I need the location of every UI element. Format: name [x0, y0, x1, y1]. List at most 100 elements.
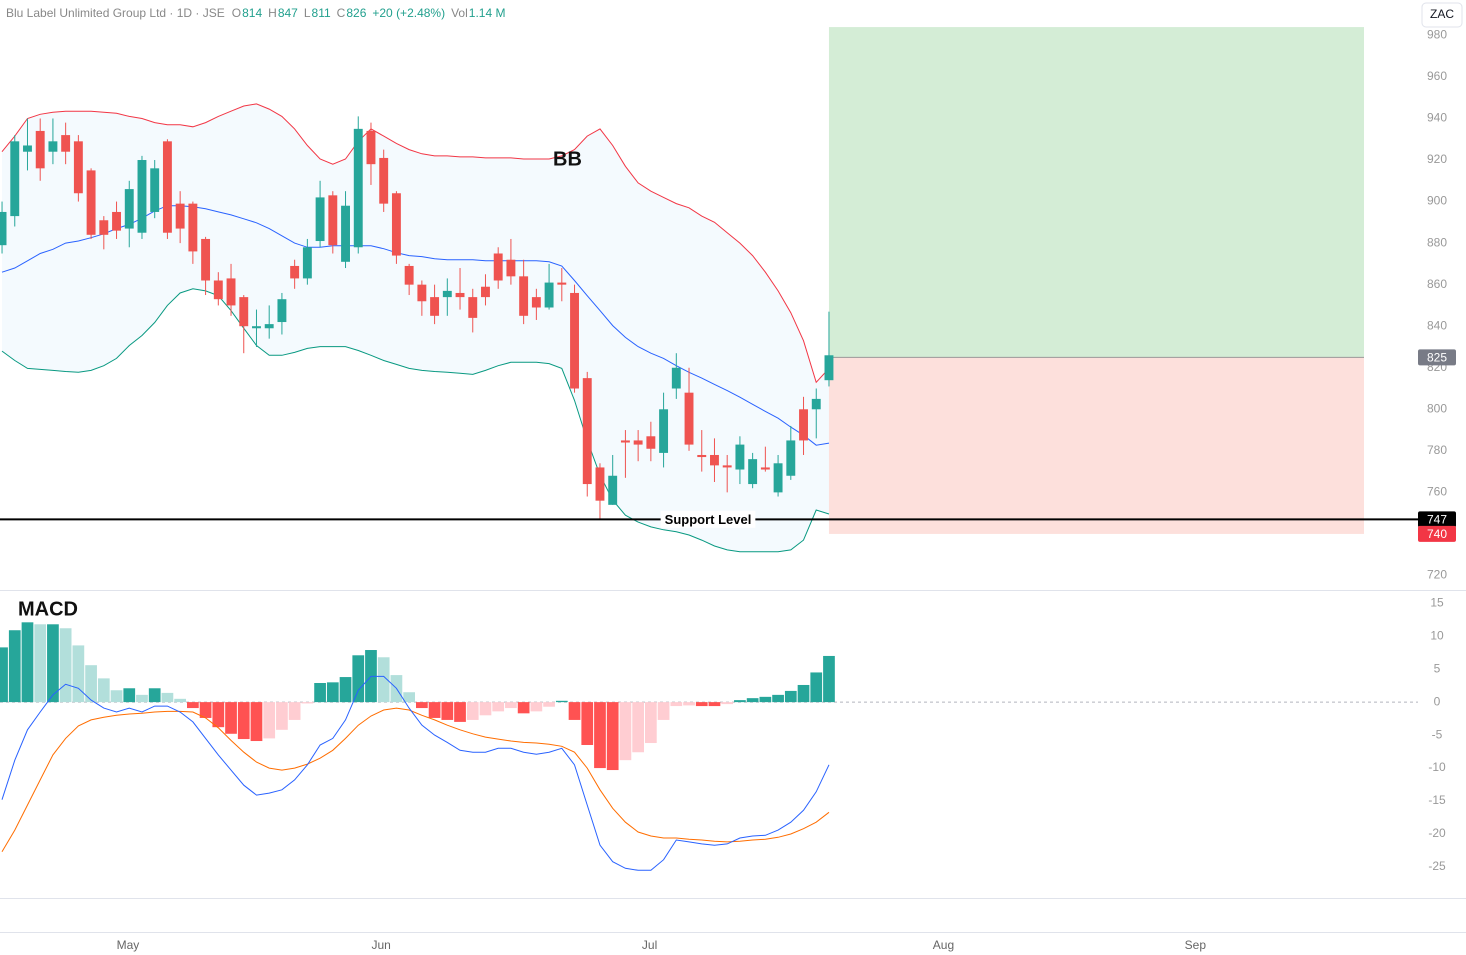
candle-body: [735, 444, 745, 470]
histogram-bar: [97, 678, 110, 703]
histogram-bar: [708, 702, 721, 707]
candle-body: [608, 475, 618, 505]
candle-body: [213, 280, 223, 300]
histogram-bar: [454, 702, 466, 722]
y-tick-label: 840: [1427, 318, 1447, 332]
y-tick-label: 940: [1427, 111, 1447, 125]
x-tick-label: Jun: [371, 938, 390, 952]
histogram-bar: [594, 702, 606, 769]
price-tag-label: 740: [1427, 527, 1447, 541]
candle-body: [659, 409, 669, 453]
candle-body: [748, 459, 758, 485]
histogram-bar: [797, 684, 810, 703]
histogram-bar: [326, 682, 339, 703]
y-tick-label: 720: [1427, 568, 1447, 582]
loss-zone: [828, 357, 1364, 534]
y-tick-label: 900: [1427, 194, 1447, 208]
candle-body: [0, 211, 7, 246]
histogram-bar: [721, 702, 734, 705]
candle-body: [684, 392, 694, 445]
candle-body: [162, 141, 172, 233]
histogram-bar: [784, 690, 797, 703]
candle-body: [264, 324, 274, 329]
candle-body: [582, 378, 592, 485]
histogram-bar: [212, 702, 225, 728]
histogram-bar: [174, 698, 187, 703]
histogram-bar: [59, 628, 72, 703]
support-label-bg: [660, 510, 756, 528]
candle-body: [646, 436, 656, 449]
legend-text: 811: [312, 6, 331, 20]
histogram-bar: [734, 700, 746, 703]
y-tick-label: 0: [1434, 694, 1441, 708]
histogram-bar: [505, 702, 517, 709]
candle-body: [824, 355, 834, 381]
symbol-button-label[interactable]: ZAC: [1430, 7, 1454, 21]
candle-body: [61, 135, 71, 152]
legend-text: 847: [278, 6, 298, 20]
histogram-bar: [479, 702, 492, 716]
legend-text: Vol: [451, 6, 468, 20]
histogram-bar: [85, 665, 97, 703]
histogram-bar: [8, 630, 21, 703]
histogram-bar: [288, 702, 301, 720]
histogram-bar: [199, 702, 212, 718]
candle-body: [799, 409, 808, 441]
histogram-bar: [657, 702, 670, 720]
histogram-bar: [810, 672, 823, 703]
candle-body: [226, 278, 236, 306]
histogram-bar: [403, 692, 416, 703]
legend-text: 826: [346, 6, 366, 20]
y-tick-label: 860: [1427, 277, 1447, 291]
histogram-bar: [263, 702, 276, 739]
histogram-bar: [314, 682, 326, 703]
y-tick-label: -25: [1428, 859, 1446, 873]
histogram-bar: [276, 702, 288, 730]
candle-body: [493, 253, 503, 281]
bb-upper: [1, 103, 830, 384]
candle-body: [252, 326, 261, 329]
candle-body: [353, 128, 363, 248]
candle-body: [150, 168, 160, 212]
candle-body: [760, 467, 770, 470]
candle-body: [23, 145, 32, 152]
candle-body: [48, 141, 58, 152]
bb-fill: [2, 103, 829, 552]
histogram-bar: [555, 700, 568, 703]
histogram-bar: [492, 702, 505, 712]
histogram-bar: [148, 688, 161, 703]
candle-body: [773, 463, 783, 493]
candle-body: [112, 211, 121, 231]
histogram-bar: [0, 647, 8, 703]
histogram-bar: [72, 645, 85, 703]
candle-body: [519, 276, 529, 316]
y-tick-label: 760: [1427, 485, 1447, 499]
histogram-bar: [47, 624, 59, 703]
candle-body: [201, 238, 211, 281]
candle-body: [404, 265, 414, 285]
candle-body: [417, 284, 427, 302]
histogram-bar: [21, 622, 34, 703]
candle-body: [811, 398, 821, 410]
candle-body: [455, 292, 465, 298]
y-tick-label: 15: [1430, 595, 1444, 609]
histogram-bar: [466, 702, 479, 720]
histogram-bar: [759, 696, 772, 703]
candle-body: [124, 189, 134, 229]
candle-body: [328, 195, 338, 246]
symbol-button[interactable]: [1421, 2, 1463, 28]
signal-line: [1, 707, 830, 853]
candle-body: [506, 259, 516, 277]
legend-text: Blu Label Unlimited Group Ltd · 1D · JSE: [6, 6, 225, 20]
histogram-bar: [632, 702, 644, 753]
candle-body: [531, 297, 541, 308]
histogram-bar: [606, 702, 619, 771]
y-tick-label: 780: [1427, 443, 1447, 457]
y-tick-label: -5: [1432, 727, 1443, 741]
candle-body: [277, 299, 287, 323]
histogram-bar: [428, 702, 441, 718]
candle-body: [239, 297, 249, 327]
y-tick-label: 800: [1427, 401, 1447, 415]
macd-line: [1, 675, 830, 871]
histogram-bar: [670, 702, 683, 707]
